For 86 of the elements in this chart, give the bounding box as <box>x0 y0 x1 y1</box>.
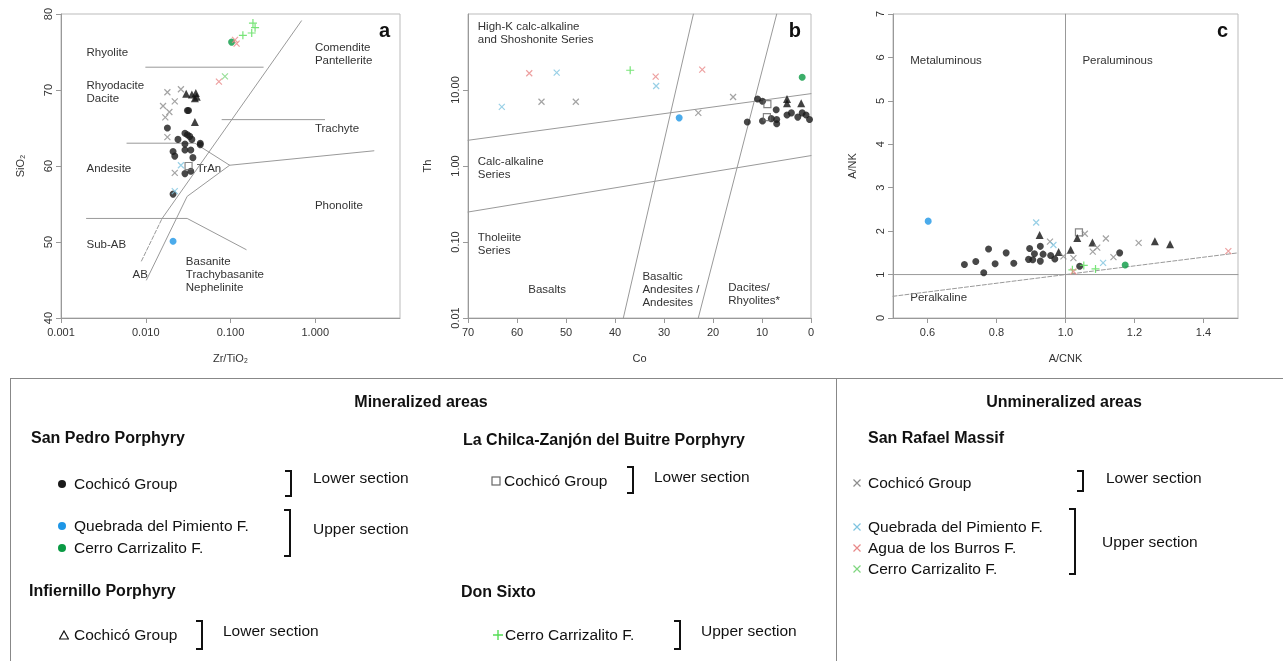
text: Upper section <box>1102 533 1198 551</box>
x-tick-label: 30 <box>657 325 671 338</box>
y-tick-label: 0 <box>873 314 886 322</box>
y-tick-label: 6 <box>873 54 886 61</box>
x-tick-label: 40 <box>608 325 622 338</box>
text: San Pedro Porphyry <box>31 429 185 447</box>
y-axis-title: A/NK <box>845 152 858 179</box>
x-tick-label: 0.6 <box>919 325 936 338</box>
text: Cochicó Group <box>74 626 178 644</box>
annotation: Comendite Pantellerite <box>314 41 373 67</box>
x-tick-label: 0 <box>807 325 815 338</box>
annotation: Sub-AB <box>86 237 127 250</box>
annotation: Peralkaline <box>910 291 968 304</box>
annotation: Phonolite <box>314 198 363 211</box>
x-tick-label: 1.4 <box>1195 325 1212 338</box>
annotation: a <box>378 19 391 41</box>
annotation: Rhyodacite Dacite <box>86 79 145 105</box>
y-tick-label: 40 <box>41 311 54 325</box>
y-tick-label: 70 <box>41 83 54 97</box>
text: San Rafael Massif <box>868 429 1005 447</box>
text: Lower section <box>313 469 409 487</box>
annotation: Calc-alkaline Series <box>477 154 544 180</box>
y-tick-label: 0.01 <box>448 307 461 329</box>
y-tick-label: 80 <box>41 7 54 21</box>
y-tick-label: 50 <box>41 235 54 249</box>
y-axis-title: SiO₂ <box>13 154 26 178</box>
annotation: Trachyte <box>314 122 360 134</box>
annotation: Dacites/ Rhyolites* <box>728 281 781 307</box>
x-axis-title: Zr/TiO₂ <box>212 351 249 364</box>
x-tick-label: 1.000 <box>301 325 330 338</box>
annotation: Rhyolite <box>86 46 129 58</box>
text: Cerro Carrizalito F. <box>74 539 204 557</box>
y-tick-label: 7 <box>873 10 886 18</box>
text: La Chilca-Zanjón del Buitre Porphyry <box>463 431 745 449</box>
y-tick-label: 60 <box>41 159 54 173</box>
annotation: Andesite <box>86 161 132 174</box>
text: Lower section <box>223 622 319 640</box>
annotation: c <box>1216 19 1228 41</box>
text: Quebrada del Pimiento F. <box>74 517 249 535</box>
annotation: Tholeiite Series <box>477 231 522 257</box>
x-tick-label: 0.010 <box>131 325 160 338</box>
text: Agua de los Burros F. <box>868 539 1017 557</box>
annotation: Peraluminous <box>1082 53 1153 66</box>
text: Cerro Carrizalito F. <box>868 560 998 578</box>
annotation: Basaltic Andesites / Andesites <box>642 270 701 309</box>
text: Cerro Carrizalito F. <box>505 626 635 644</box>
x-tick-label: 0.100 <box>216 325 245 338</box>
x-tick-label: 70 <box>461 325 475 338</box>
text: Unmineralized areas <box>986 393 1142 411</box>
y-tick-label: 1.00 <box>448 155 461 177</box>
annotation: High-K calc-alkaline and Shoshonite Series <box>477 20 594 46</box>
text: Cochicó Group <box>868 474 972 492</box>
annotation: b <box>788 19 801 41</box>
annotation: AB <box>132 267 149 280</box>
annotation: Basalts <box>528 283 567 296</box>
y-tick-label: 5 <box>873 97 886 104</box>
x-tick-label: 0.001 <box>47 325 75 338</box>
x-tick-label: 50 <box>559 325 573 338</box>
text: Upper section <box>313 520 409 538</box>
x-tick-label: 10 <box>755 325 769 338</box>
text: Lower section <box>654 468 750 486</box>
x-tick-label: 1.2 <box>1126 325 1143 338</box>
annotation: Metaluminous <box>910 53 983 66</box>
y-tick-label: 1 <box>873 271 886 278</box>
text: Upper section <box>701 622 797 640</box>
annotation: Basanite Trachybasanite Nephelinite <box>185 254 265 293</box>
y-axis-title: Th <box>420 159 433 173</box>
text: Quebrada del Pimiento F. <box>868 518 1043 536</box>
text: Lower section <box>1106 469 1202 487</box>
annotation: TrAn <box>196 161 222 174</box>
x-tick-label: 1.0 <box>1057 325 1074 338</box>
x-tick-label: 0.8 <box>988 325 1005 338</box>
y-tick-label: 10.00 <box>448 76 461 104</box>
y-tick-label: 4 <box>873 141 886 148</box>
x-tick-label: 60 <box>510 325 524 338</box>
y-tick-label: 0.10 <box>448 231 461 253</box>
x-axis-title: Co <box>632 351 647 364</box>
y-tick-label: 3 <box>873 184 886 191</box>
text: Don Sixto <box>461 583 536 601</box>
text: Mineralized areas <box>354 393 488 411</box>
text: Cochicó Group <box>74 475 178 493</box>
y-tick-label: 2 <box>873 228 886 235</box>
text: Cochicó Group <box>504 472 608 490</box>
x-tick-label: 20 <box>706 325 720 338</box>
text: Infiernillo Porphyry <box>29 582 176 600</box>
x-axis-title: A/CNK <box>1048 351 1083 364</box>
